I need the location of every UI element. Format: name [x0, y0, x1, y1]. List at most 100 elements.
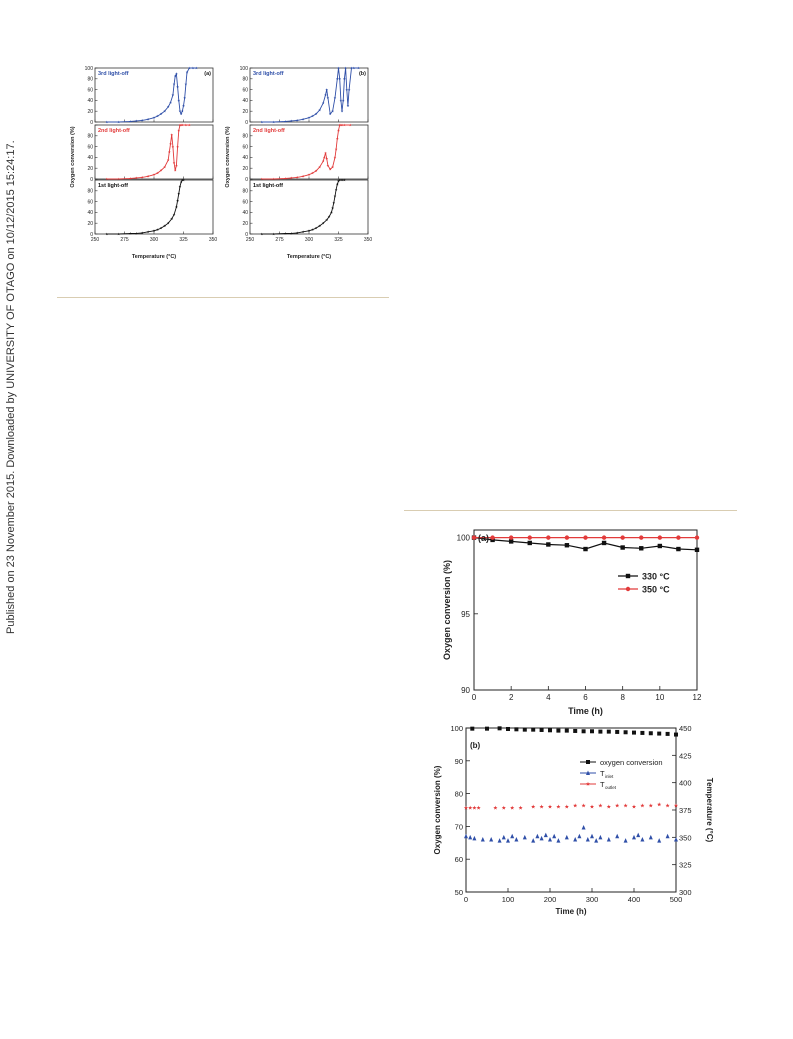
data-point [321, 101, 325, 105]
data-point [564, 728, 569, 733]
legend-marker [586, 770, 590, 775]
data-point [508, 539, 514, 544]
light-off-curve [106, 67, 197, 123]
y-tick-label: 20 [87, 221, 93, 227]
data-point [694, 547, 700, 553]
data-point [177, 129, 181, 132]
x-tick-label: 300 [586, 895, 599, 904]
data-point [327, 215, 331, 218]
data-point [134, 176, 138, 180]
data-point [648, 731, 653, 736]
data-point [171, 145, 175, 148]
y-tick-label: 20 [87, 166, 93, 172]
figure-light-off: 0 20 40 60 80 100 3rd light-off 0 20 40 60 80 2nd li… [70, 66, 372, 260]
data-point [539, 727, 544, 732]
data-point [156, 171, 159, 175]
data-point [185, 70, 189, 74]
data-point [105, 232, 109, 236]
data-point [564, 543, 570, 548]
data-point [324, 151, 327, 155]
y-axis-label: Oxygen conversion (%) [442, 560, 452, 660]
data-point [179, 112, 183, 116]
data-point [581, 729, 586, 734]
data-point [311, 171, 314, 175]
data-point [463, 805, 469, 810]
data-point [357, 66, 360, 70]
data-point [334, 147, 338, 151]
data-point [556, 728, 561, 733]
y-right-axis-label: Temperature (°C) [705, 778, 714, 843]
data-point [535, 833, 540, 839]
data-point [546, 542, 551, 547]
x-tick-label: 0 [464, 895, 468, 904]
x-axis-label: Time (h) [556, 907, 587, 916]
y-tick-label: 0 [245, 177, 248, 183]
data-point [337, 129, 340, 132]
data-point [510, 805, 515, 810]
data-point [334, 188, 338, 191]
data-point [657, 731, 662, 736]
data-point [284, 120, 287, 123]
y-right-tick-label: 425 [679, 751, 692, 760]
data-point [480, 837, 485, 842]
data-point [476, 805, 481, 810]
light-off-panel-a: 0 20 40 60 80 100 3rd light-off 0 20 40 60 80 2nd li… [70, 66, 217, 260]
data-point [640, 837, 645, 842]
data-point [311, 228, 314, 231]
data-point [336, 77, 339, 80]
subpanel-label: 2nd light-off [253, 128, 285, 134]
data-point [615, 729, 620, 734]
data-point [340, 178, 344, 182]
data-point [134, 119, 138, 123]
y-tick-label: 60 [87, 87, 93, 93]
data-point [339, 123, 343, 127]
data-point [301, 230, 305, 233]
data-point [615, 833, 620, 839]
data-point [598, 834, 603, 840]
data-point [573, 837, 578, 842]
y-tick-label: 95 [461, 610, 470, 619]
data-point [648, 803, 653, 808]
data-point [468, 834, 473, 840]
data-point [176, 85, 179, 89]
data-point [606, 804, 611, 809]
data-point [289, 232, 293, 235]
data-point [181, 109, 184, 113]
light-off-curve [106, 179, 184, 235]
data-point [166, 105, 170, 108]
data-point [311, 114, 314, 118]
x-tick-label: 325 [179, 237, 188, 243]
x-tick-label: 400 [628, 895, 641, 904]
y-right-tick-label: 375 [679, 806, 692, 815]
y-tick-label: 90 [455, 757, 463, 766]
data-point [640, 803, 645, 808]
data-point [598, 729, 603, 734]
subpanel-label: 1st light-off [98, 183, 128, 189]
data-point [129, 232, 132, 235]
section-divider [57, 297, 389, 298]
data-point [350, 66, 353, 70]
data-point [324, 93, 327, 97]
data-point [295, 119, 299, 122]
data-point [129, 177, 132, 180]
data-point [594, 838, 599, 843]
download-watermark: Published on 23 November 2015. Downloade… [0, 0, 28, 1039]
x-tick-label: 200 [544, 895, 557, 904]
data-point [508, 535, 514, 540]
data-point [623, 838, 628, 843]
plot-frame [465, 727, 677, 893]
data-point [648, 834, 653, 840]
data-point [539, 804, 544, 809]
x-tick-label: 250 [91, 237, 100, 243]
y-tick-label: 100 [457, 534, 471, 543]
x-tick-label: 250 [246, 237, 255, 243]
data-point [152, 229, 156, 232]
data-point [307, 116, 311, 119]
data-point [577, 833, 582, 839]
data-point [347, 88, 351, 91]
y-tick-label: 40 [87, 155, 93, 161]
data-point [173, 74, 177, 78]
legend-marker [625, 573, 631, 579]
x-tick-label: 325 [334, 237, 343, 243]
data-point [485, 726, 489, 731]
